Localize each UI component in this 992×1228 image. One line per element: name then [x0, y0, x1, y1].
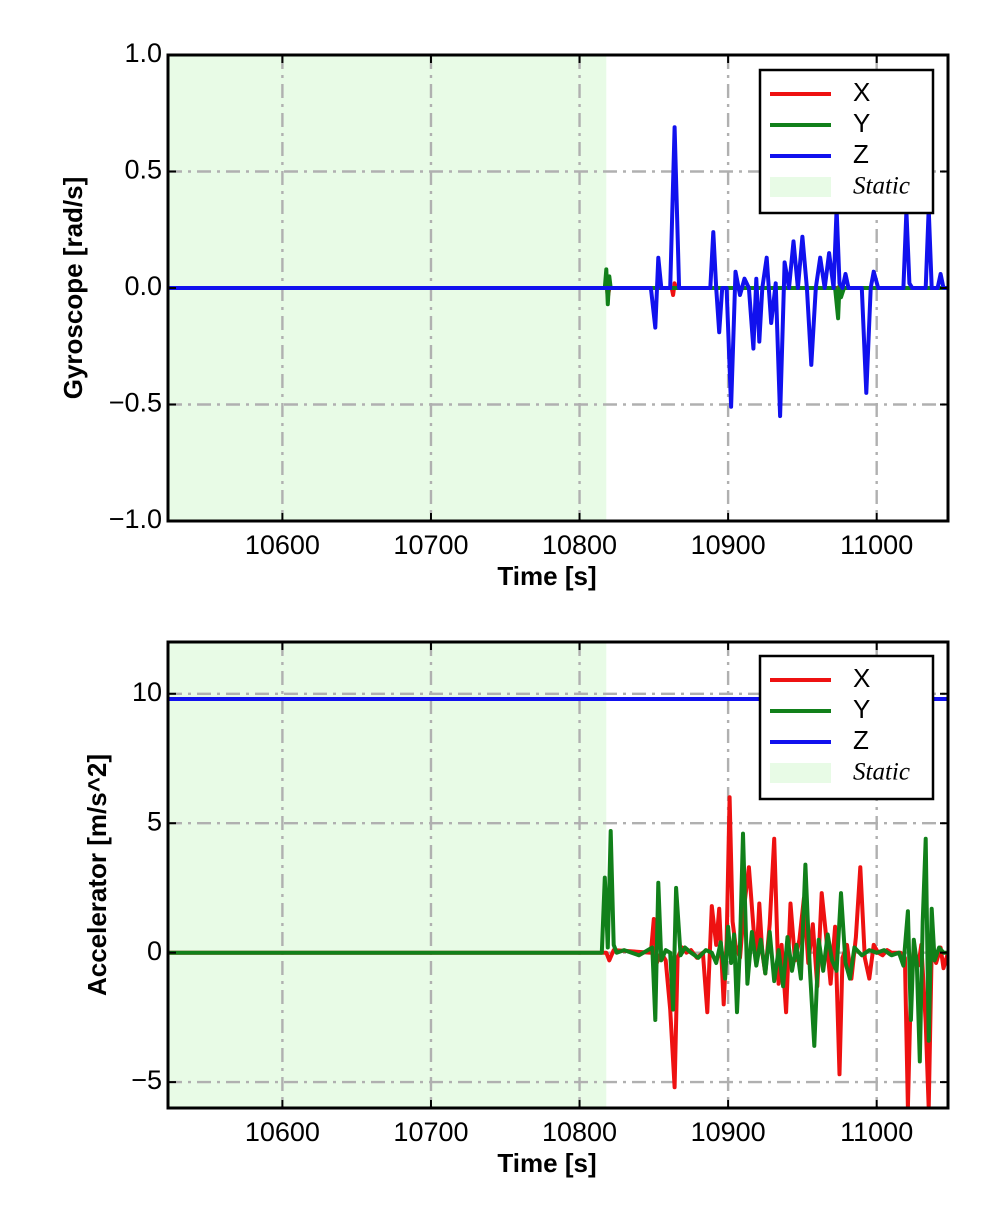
- gyroscope-chart-panel: 10600 10700 10800 10900 11000 1.0 0.5 0.0 −0.5 −1…: [58, 38, 950, 591]
- x-tick-label: 10800: [542, 1117, 617, 1147]
- x-tick-label: 10800: [542, 530, 617, 560]
- legend-label-static: Static: [853, 759, 910, 786]
- legend: XYZ Static: [758, 654, 935, 801]
- legend-label-x: X: [853, 77, 870, 107]
- legend-swatch-static: [770, 763, 831, 783]
- plot-frame: [166, 640, 950, 1110]
- x-tick-label: 10700: [393, 530, 468, 560]
- static-region-band: [168, 642, 607, 1108]
- legend-label-z: Z: [853, 725, 869, 755]
- x-axis-label: Time [s]: [497, 1148, 596, 1178]
- legend-label-z: Z: [853, 139, 869, 169]
- y-tick-label: 0.5: [124, 155, 162, 185]
- legend-label-x: X: [853, 663, 870, 693]
- x-tick-label: 10600: [245, 1117, 320, 1147]
- legend-label-y: Y: [853, 108, 870, 138]
- x-axis-label: Time [s]: [497, 561, 596, 591]
- legend-label-y: Y: [853, 694, 870, 724]
- series-line-y: [168, 829, 948, 1064]
- y-tick-label: −1.0: [109, 504, 162, 534]
- y-tick-label: 10: [132, 677, 162, 707]
- x-tick-label: 11000: [840, 1117, 913, 1147]
- y-tick-label: 1.0: [124, 38, 162, 68]
- x-tick-label: 10900: [691, 1117, 766, 1147]
- legend-swatch-static: [770, 177, 831, 197]
- x-tick-label: 10600: [245, 530, 320, 560]
- accelerometer-chart-panel: 10600 10700 10800 10900 11000 10 5 0 −5 Time [s] A…: [82, 640, 950, 1178]
- y-tick-label: −5: [131, 1065, 162, 1095]
- x-tick-label: 10900: [691, 530, 766, 560]
- y-tick-label: 0.0: [124, 271, 162, 301]
- y-axis-label: Gyroscope [rad/s]: [58, 177, 88, 400]
- x-tick-label: 11000: [840, 530, 913, 560]
- legend-label-static: Static: [853, 173, 910, 200]
- y-tick-label: −0.5: [109, 388, 162, 418]
- x-tick-label: 10700: [393, 1117, 468, 1147]
- y-tick-label: 0: [147, 936, 162, 966]
- legend: XYZ Static: [758, 68, 935, 215]
- y-axis-label: Accelerator [m/s^2]: [82, 754, 112, 996]
- y-tick-label: 5: [147, 806, 162, 836]
